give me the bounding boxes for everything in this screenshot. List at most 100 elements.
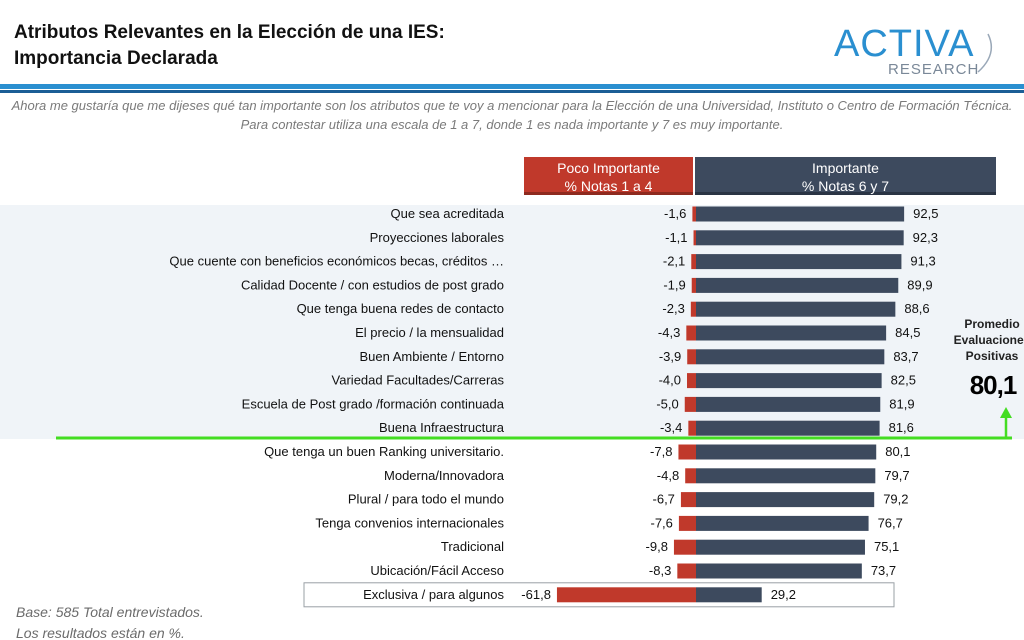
row-7-positive-bar: [696, 349, 885, 365]
row-5-negative-value: -2,3: [662, 301, 684, 316]
row-14-category-label: Tenga convenios internacionales: [315, 515, 504, 530]
row-7-category-label: Buen Ambiente / Entorno: [359, 349, 504, 364]
row-8-positive-bar: [696, 373, 882, 389]
row-13-positive-bar: [696, 492, 875, 508]
row-11-positive-bar: [696, 444, 877, 460]
row-6-positive-bar: [696, 325, 887, 341]
row-2-negative-bar: [693, 230, 696, 246]
row-4-category-label: Calidad Docente / con estudios de post g…: [241, 277, 504, 292]
row-9-negative-value: -5,0: [656, 396, 678, 411]
average-label-line3: Positivas: [965, 349, 1019, 363]
header-rule: [0, 84, 1024, 93]
positive-column-header: Importante % Notas 6 y 7: [695, 157, 996, 195]
row-12-negative-bar: [685, 468, 696, 484]
row-17-category-label: Exclusiva / para algunos: [363, 587, 504, 602]
average-value: 80,1: [969, 370, 1018, 400]
row-11-positive-value: 80,1: [885, 444, 910, 459]
row-17-positive-value: 29,2: [771, 587, 796, 602]
page-title: Atributos Relevantes en la Elección de u…: [14, 22, 445, 43]
row-6-negative-value: -4,3: [658, 325, 680, 340]
row-14-negative-bar: [678, 515, 696, 531]
row-4-positive-value: 89,9: [907, 277, 932, 292]
row-11-negative-value: -7,8: [650, 444, 672, 459]
row-14-negative-value: -7,6: [650, 515, 672, 530]
footnote-base: Base: 585 Total entrevistados.: [16, 604, 204, 620]
row-1-positive-bar: [696, 206, 905, 222]
row-9-positive-bar: [696, 396, 881, 412]
row-4-negative-value: -1,9: [663, 277, 685, 292]
row-14-positive-bar: [696, 515, 869, 531]
row-7-positive-value: 83,7: [893, 349, 918, 364]
row-12-negative-value: -4,8: [657, 468, 679, 483]
row-13-negative-bar: [680, 492, 696, 508]
row-2-positive-value: 92,3: [913, 230, 938, 245]
row-13-negative-value: -6,7: [653, 492, 675, 507]
negative-column-header: Poco Importante % Notas 1 a 4: [524, 157, 693, 195]
row-1-category-label: Que sea acreditada: [391, 206, 505, 221]
row-17-negative-bar: [556, 587, 696, 603]
positive-header-subtitle: % Notas 6 y 7: [801, 178, 890, 194]
row-7-negative-bar: [687, 349, 696, 365]
negative-header-title: Poco Importante: [557, 160, 660, 176]
row-2-positive-bar: [696, 230, 904, 246]
row-10-category-label: Buena Infraestructura: [379, 420, 505, 435]
footnote: Base: 585 Total entrevistados. Los resul…: [16, 602, 204, 640]
row-8-positive-value: 82,5: [891, 373, 916, 388]
logo-main-text: ACTIVA: [834, 23, 974, 65]
row-12-category-label: Moderna/Innovadora: [384, 468, 505, 483]
average-label-line1: Promedio: [964, 317, 1020, 331]
row-6-category-label: El precio / la mensualidad: [355, 325, 504, 340]
row-9-negative-bar: [684, 396, 696, 412]
row-10-positive-bar: [696, 420, 880, 436]
row-8-category-label: Variedad Facultades/Carreras: [332, 373, 505, 388]
row-10-negative-bar: [688, 420, 696, 436]
row-14-positive-value: 76,7: [878, 515, 903, 530]
row-16-category-label: Ubicación/Fácil Acceso: [370, 563, 504, 578]
positive-header-title: Importante: [812, 160, 879, 176]
row-1-negative-bar: [692, 206, 696, 222]
row-15-negative-bar: [673, 539, 696, 555]
title-block: Atributos Relevantes en la Elección de u…: [14, 20, 445, 72]
row-17-highlight-box: [303, 582, 895, 608]
footnote-units: Los resultados están en %.: [16, 625, 185, 640]
average-arrow-head: [1000, 407, 1012, 418]
row-3-category-label: Que cuente con beneficios económicos bec…: [169, 254, 504, 269]
row-4-negative-bar: [691, 277, 696, 293]
row-13-category-label: Plural / para todo el mundo: [348, 492, 504, 507]
row-17-negative-value: -61,8: [521, 587, 551, 602]
row-12-positive-value: 79,7: [884, 468, 909, 483]
row-8-negative-value: -4,0: [659, 373, 681, 388]
row-1-negative-value: -1,6: [664, 206, 686, 221]
activa-research-logo: ACTIVA RESEARCH: [834, 23, 993, 78]
row-12-positive-bar: [696, 468, 876, 484]
row-5-negative-bar: [690, 301, 696, 317]
average-label: Promedio Evaluaciones Positivas: [952, 316, 1024, 364]
negative-header-subtitle: % Notas 1 a 4: [564, 178, 653, 194]
row-6-positive-value: 84,5: [895, 325, 920, 340]
page-subtitle: Importancia Declarada: [14, 48, 218, 69]
row-2-negative-value: -1,1: [665, 230, 687, 245]
row-16-positive-value: 73,7: [871, 563, 896, 578]
row-3-positive-value: 91,3: [910, 254, 935, 269]
row-10-negative-value: -3,4: [660, 420, 682, 435]
row-3-negative-value: -2,1: [663, 254, 685, 269]
row-1-positive-value: 92,5: [913, 206, 938, 221]
row-15-category-label: Tradicional: [441, 539, 504, 554]
row-15-positive-value: 75,1: [874, 539, 899, 554]
row-15-negative-value: -9,8: [646, 539, 668, 554]
question-text: Ahora me gustaría que me dijeses qué tan…: [11, 98, 1013, 132]
row-13-positive-value: 79,2: [883, 492, 908, 507]
logo-sub-text: RESEARCH: [888, 61, 979, 78]
row-9-positive-value: 81,9: [889, 396, 914, 411]
row-11-category-label: Que tenga un buen Ranking universitario.: [264, 444, 504, 459]
row-6-negative-bar: [686, 325, 696, 341]
row-5-positive-value: 88,6: [904, 301, 929, 316]
row-3-positive-bar: [696, 254, 902, 270]
row-8-negative-bar: [687, 373, 696, 389]
row-9-category-label: Escuela de Post grado /formación continu…: [242, 396, 505, 411]
row-15-positive-bar: [696, 539, 865, 555]
row-7-negative-value: -3,9: [659, 349, 681, 364]
average-label-line2: Evaluaciones: [953, 333, 1024, 347]
row-4-positive-bar: [696, 277, 899, 293]
